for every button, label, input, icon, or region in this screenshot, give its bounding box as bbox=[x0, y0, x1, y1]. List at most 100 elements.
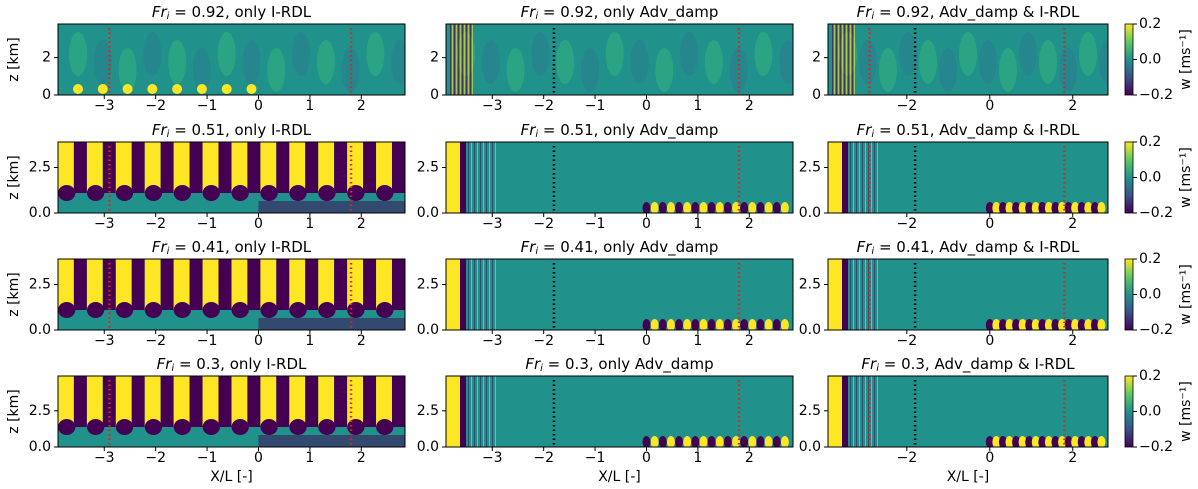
wave-blob bbox=[959, 32, 977, 76]
stripe bbox=[474, 259, 475, 330]
bubble bbox=[675, 202, 684, 213]
stripe bbox=[495, 259, 496, 330]
stripe bbox=[495, 376, 496, 447]
y-tick-label: 2 bbox=[812, 50, 821, 66]
stripe bbox=[480, 259, 481, 330]
wave-blob bbox=[939, 48, 957, 92]
bubble bbox=[86, 185, 105, 201]
x-tick-label: −1 bbox=[197, 98, 218, 114]
x-tick-label: 1 bbox=[693, 450, 702, 466]
bubble bbox=[347, 185, 365, 201]
wave-blob bbox=[242, 40, 261, 84]
bubble bbox=[756, 319, 765, 330]
title-part: i bbox=[167, 246, 170, 257]
stripe bbox=[160, 142, 174, 193]
stripe bbox=[73, 142, 87, 193]
stripe bbox=[856, 142, 857, 213]
bubble bbox=[144, 302, 163, 318]
stripe bbox=[842, 259, 848, 330]
title-part: = 0.41, only Adv_damp bbox=[538, 238, 718, 257]
bubble bbox=[666, 436, 675, 447]
colorbar bbox=[1124, 258, 1134, 331]
title-part: i bbox=[167, 11, 170, 22]
bubble bbox=[658, 436, 667, 447]
x-tick-label: −2 bbox=[896, 216, 917, 232]
bubble bbox=[115, 302, 134, 318]
panel-title: Fri = 0.3, Adv_damp & I-RDL bbox=[861, 355, 1075, 375]
title-part: Fr bbox=[857, 238, 873, 256]
colorbar-tick-label: 0.0 bbox=[1139, 404, 1161, 420]
stripe bbox=[856, 376, 857, 447]
bubble bbox=[772, 202, 781, 213]
bubble bbox=[642, 319, 651, 330]
title-part: Fr bbox=[521, 121, 537, 139]
stripe bbox=[495, 142, 496, 213]
bubble bbox=[289, 419, 307, 435]
wave-blob bbox=[1059, 48, 1077, 92]
x-tick-label: 0 bbox=[985, 216, 994, 232]
x-tick-label: −2 bbox=[145, 98, 166, 114]
title-part: Fr bbox=[157, 355, 173, 373]
wave-blob bbox=[69, 32, 87, 76]
bubble bbox=[666, 202, 675, 213]
stripe bbox=[454, 24, 455, 95]
stripe bbox=[189, 259, 203, 310]
stripe bbox=[838, 24, 839, 95]
stripe bbox=[462, 24, 463, 95]
stripe bbox=[460, 259, 466, 330]
bubble bbox=[992, 202, 1001, 213]
stripe bbox=[276, 142, 290, 193]
wave-blob bbox=[267, 48, 286, 92]
stripe bbox=[489, 142, 490, 213]
stripe bbox=[276, 259, 290, 310]
title-part: i bbox=[167, 129, 170, 140]
x-axis-label: X/L [-] bbox=[598, 469, 641, 485]
bubble bbox=[144, 185, 163, 201]
stripe bbox=[466, 24, 467, 95]
x-tick-label: 2 bbox=[745, 333, 754, 349]
stripe bbox=[131, 376, 145, 427]
wave-blob bbox=[221, 84, 232, 94]
stripe bbox=[850, 259, 851, 330]
title-part: Fr bbox=[525, 355, 541, 373]
stripe bbox=[483, 376, 484, 447]
stripe bbox=[477, 259, 478, 330]
stripe bbox=[480, 142, 481, 213]
colorbar bbox=[1124, 23, 1134, 96]
stripe bbox=[318, 259, 335, 310]
wave-blob bbox=[704, 40, 723, 84]
stripe bbox=[102, 142, 116, 193]
bubble bbox=[1031, 319, 1040, 330]
x-tick-label: −1 bbox=[585, 98, 606, 114]
x-tick-label: −1 bbox=[197, 333, 218, 349]
stripe bbox=[102, 259, 116, 310]
bubble bbox=[1044, 436, 1053, 447]
bubble bbox=[1005, 202, 1014, 213]
bubble bbox=[707, 319, 716, 330]
y-axis-label: z [km] bbox=[6, 389, 22, 433]
stripe bbox=[318, 376, 335, 427]
bubble bbox=[260, 185, 278, 201]
bubble bbox=[699, 436, 708, 447]
stripe bbox=[842, 24, 843, 95]
x-tick-label: 2 bbox=[745, 98, 754, 114]
stripe bbox=[489, 259, 490, 330]
stripe bbox=[218, 259, 232, 310]
stripe bbox=[477, 376, 478, 447]
stripe bbox=[86, 376, 103, 427]
stripe bbox=[446, 142, 460, 213]
colorbar-tick-label: −0.2 bbox=[1139, 439, 1173, 455]
wave-blob bbox=[556, 40, 575, 84]
stripe bbox=[450, 24, 451, 95]
bubble bbox=[780, 319, 789, 330]
title-part: = 0.92, only Adv_damp bbox=[538, 3, 718, 22]
x-tick-label: 0 bbox=[254, 216, 263, 232]
bubble bbox=[1005, 319, 1014, 330]
x-tick-label: 1 bbox=[305, 216, 314, 232]
stripe bbox=[862, 259, 863, 330]
x-tick-label: −3 bbox=[482, 98, 503, 114]
wave-blob bbox=[859, 40, 877, 84]
y-tick-label: 0.0 bbox=[799, 205, 821, 221]
stripe bbox=[334, 142, 348, 193]
bubble bbox=[985, 319, 994, 330]
